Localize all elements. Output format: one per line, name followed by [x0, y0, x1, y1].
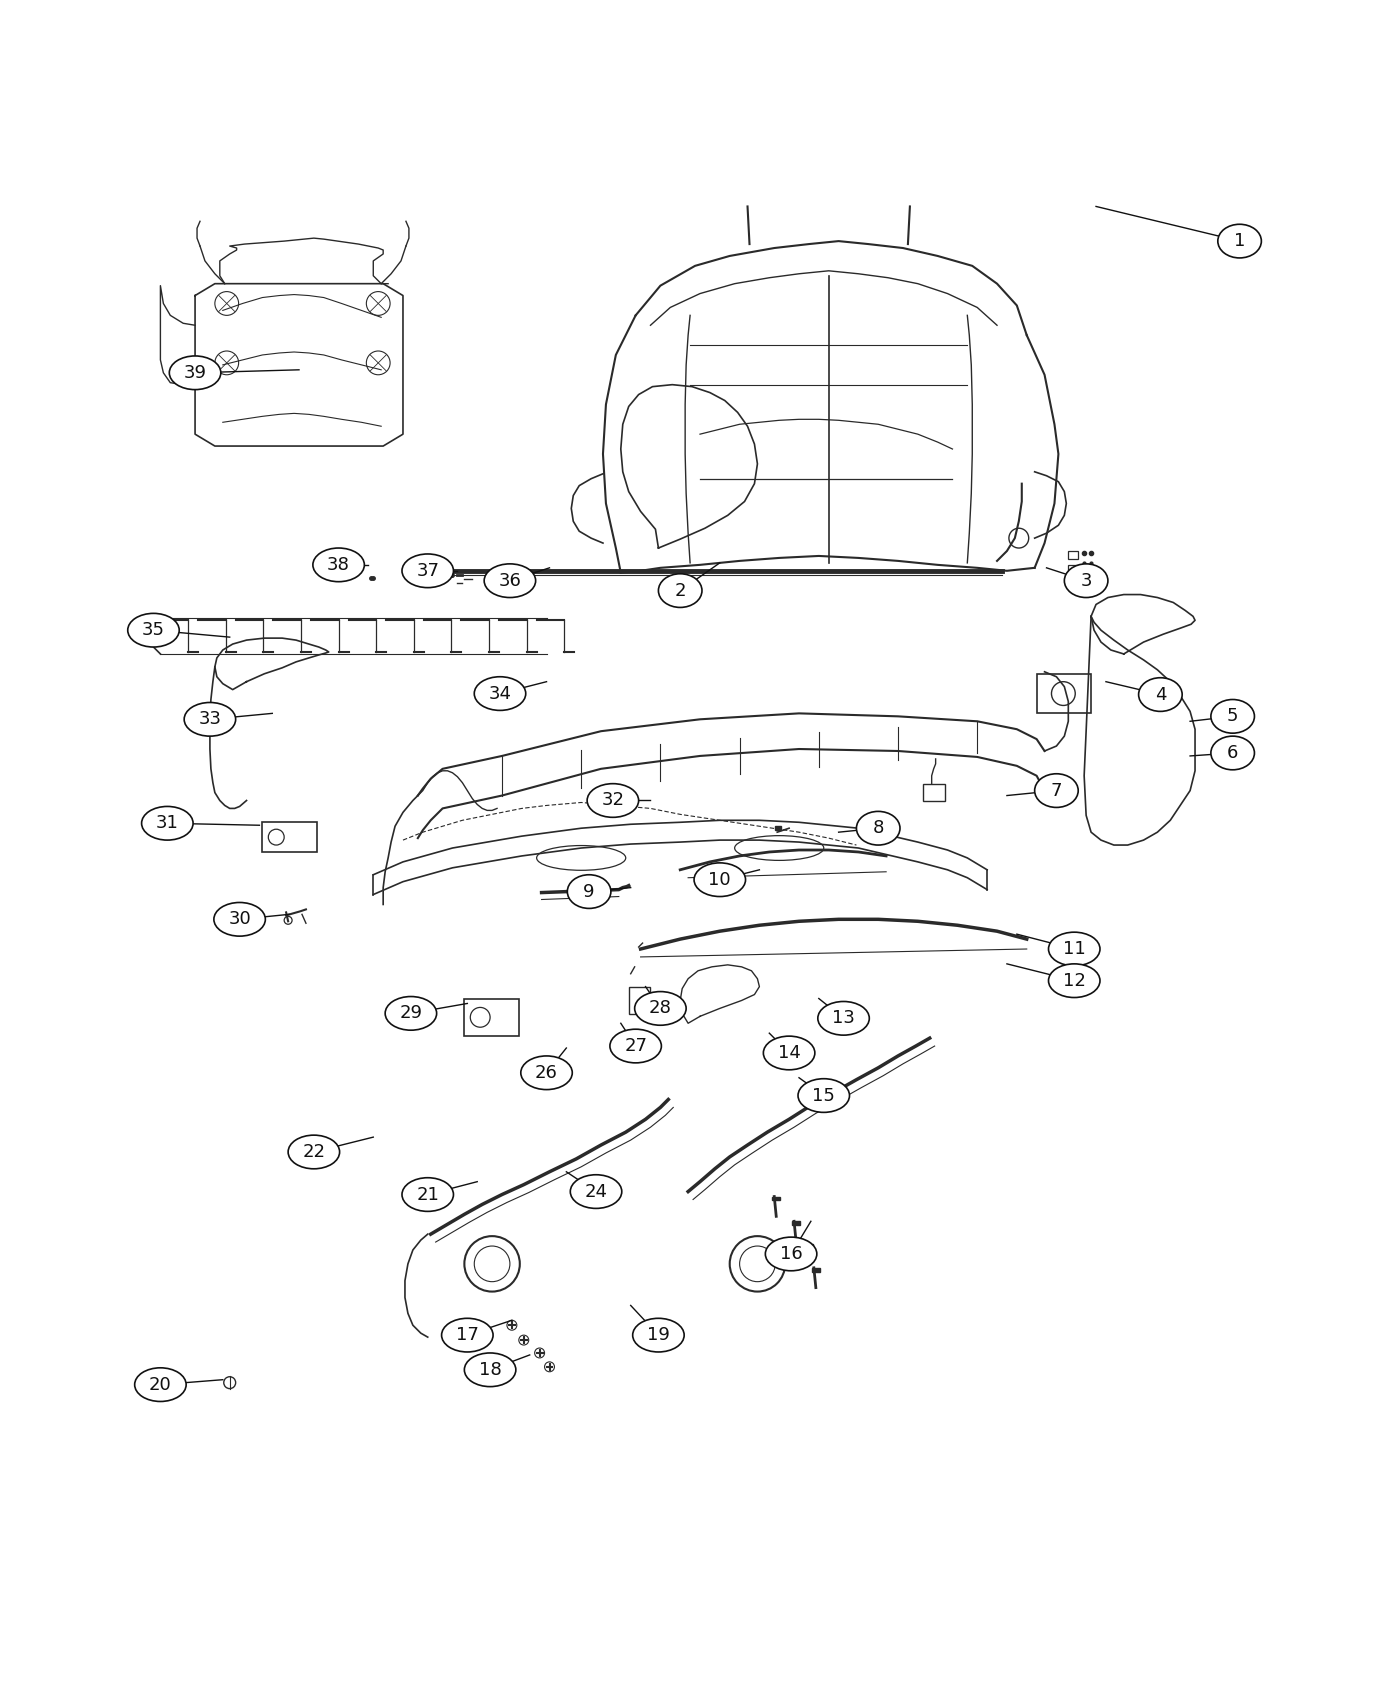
Text: 29: 29	[399, 1005, 423, 1022]
Ellipse shape	[127, 614, 179, 648]
Text: 8: 8	[872, 819, 883, 836]
Ellipse shape	[1064, 564, 1107, 597]
Ellipse shape	[185, 702, 235, 736]
Ellipse shape	[798, 1080, 850, 1112]
Ellipse shape	[1049, 964, 1100, 998]
Text: 10: 10	[708, 870, 731, 889]
Bar	[776, 826, 781, 830]
Ellipse shape	[134, 1368, 186, 1401]
Ellipse shape	[694, 864, 746, 896]
Text: 18: 18	[479, 1360, 501, 1379]
Text: 13: 13	[832, 1010, 855, 1027]
Text: 32: 32	[602, 792, 624, 809]
Text: 19: 19	[647, 1326, 669, 1345]
Text: 26: 26	[535, 1064, 559, 1081]
Ellipse shape	[857, 811, 900, 845]
Ellipse shape	[1138, 678, 1182, 711]
Bar	[1036, 673, 1091, 714]
Text: 22: 22	[302, 1142, 325, 1161]
Text: 21: 21	[416, 1185, 440, 1204]
Text: 35: 35	[141, 620, 165, 639]
Text: 27: 27	[624, 1037, 647, 1056]
Text: 14: 14	[777, 1044, 801, 1062]
Ellipse shape	[402, 1178, 454, 1212]
Text: 12: 12	[1063, 972, 1085, 989]
Text: 38: 38	[328, 556, 350, 575]
Ellipse shape	[385, 996, 437, 1030]
Bar	[262, 823, 316, 852]
Text: 30: 30	[228, 910, 251, 928]
Ellipse shape	[465, 1353, 515, 1387]
Ellipse shape	[536, 845, 626, 870]
Ellipse shape	[658, 575, 701, 607]
Ellipse shape	[141, 806, 193, 840]
Text: 5: 5	[1226, 707, 1239, 726]
Ellipse shape	[1218, 224, 1261, 258]
Text: 7: 7	[1050, 782, 1063, 799]
Text: 16: 16	[780, 1244, 802, 1263]
Text: 1: 1	[1233, 233, 1245, 250]
Bar	[812, 1268, 820, 1272]
Ellipse shape	[1035, 774, 1078, 807]
Ellipse shape	[1049, 932, 1100, 966]
Ellipse shape	[475, 677, 526, 711]
Ellipse shape	[521, 1056, 573, 1090]
Ellipse shape	[763, 1035, 815, 1069]
Text: 15: 15	[812, 1086, 836, 1105]
Ellipse shape	[214, 903, 266, 937]
Ellipse shape	[567, 876, 610, 908]
Bar	[1068, 551, 1078, 559]
Ellipse shape	[735, 836, 823, 860]
Bar	[619, 1035, 637, 1056]
Ellipse shape	[818, 1001, 869, 1035]
Text: 34: 34	[489, 685, 511, 702]
Bar	[1068, 564, 1078, 573]
Text: 33: 33	[199, 711, 221, 728]
Ellipse shape	[484, 564, 536, 597]
Bar	[923, 784, 945, 801]
Bar	[805, 1244, 813, 1248]
Text: 9: 9	[584, 882, 595, 901]
Text: 11: 11	[1063, 940, 1085, 959]
Bar	[629, 986, 651, 1015]
Text: 37: 37	[416, 561, 440, 580]
Bar	[529, 1059, 552, 1080]
Ellipse shape	[587, 784, 638, 818]
Text: 31: 31	[155, 814, 179, 833]
Text: 4: 4	[1155, 685, 1166, 704]
Ellipse shape	[441, 1318, 493, 1352]
Bar	[792, 1221, 799, 1226]
Text: 17: 17	[456, 1326, 479, 1345]
Ellipse shape	[1211, 699, 1254, 733]
Text: 39: 39	[183, 364, 207, 382]
Ellipse shape	[312, 547, 364, 581]
Ellipse shape	[1211, 736, 1254, 770]
Ellipse shape	[169, 355, 221, 389]
Bar	[773, 1197, 780, 1200]
Ellipse shape	[766, 1238, 816, 1272]
Ellipse shape	[402, 554, 454, 588]
Ellipse shape	[634, 991, 686, 1025]
Text: 20: 20	[148, 1375, 172, 1394]
Ellipse shape	[570, 1175, 622, 1209]
Text: 6: 6	[1226, 745, 1239, 762]
Text: 28: 28	[650, 1000, 672, 1017]
Ellipse shape	[610, 1028, 661, 1062]
Text: 36: 36	[498, 571, 521, 590]
Text: 2: 2	[675, 581, 686, 600]
Text: 24: 24	[585, 1183, 608, 1200]
Ellipse shape	[288, 1136, 340, 1170]
Ellipse shape	[633, 1318, 685, 1352]
Bar	[465, 998, 519, 1035]
Text: 3: 3	[1081, 571, 1092, 590]
